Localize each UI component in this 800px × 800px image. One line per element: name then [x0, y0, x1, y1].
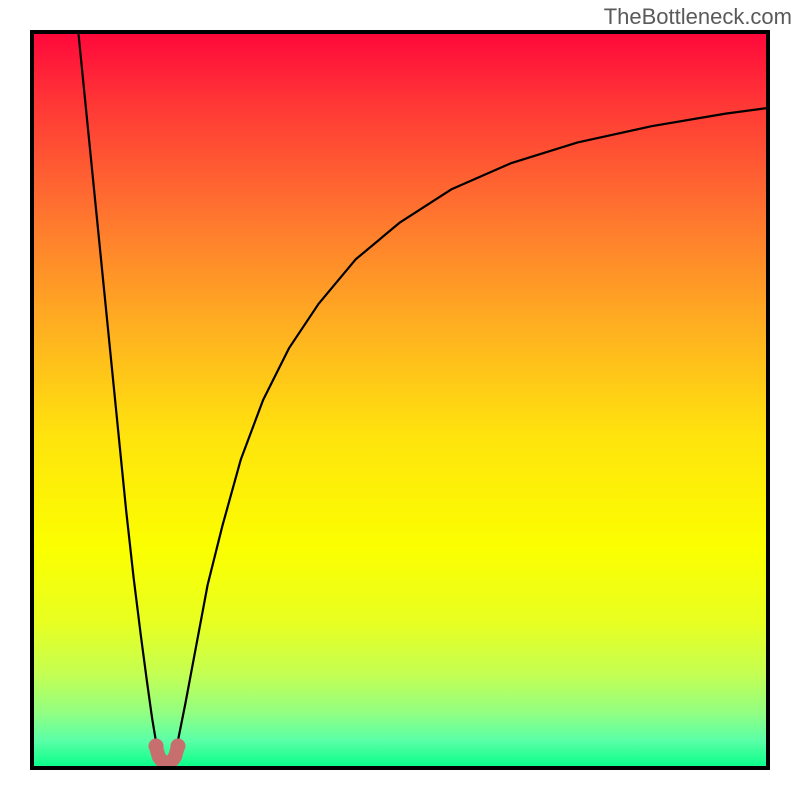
plot-border-left [30, 30, 34, 770]
curve-left-descending [78, 30, 156, 740]
plot-border-bottom [30, 766, 770, 770]
curve-right-ascending [178, 108, 770, 741]
plot-border-right [766, 30, 770, 770]
watermark-text: TheBottleneck.com [604, 4, 792, 30]
chart-container [30, 30, 770, 770]
bottleneck-marker-2 [171, 739, 186, 754]
plot-border-top [30, 30, 770, 34]
curves-layer [30, 30, 770, 770]
bottleneck-marker-1 [148, 739, 163, 754]
